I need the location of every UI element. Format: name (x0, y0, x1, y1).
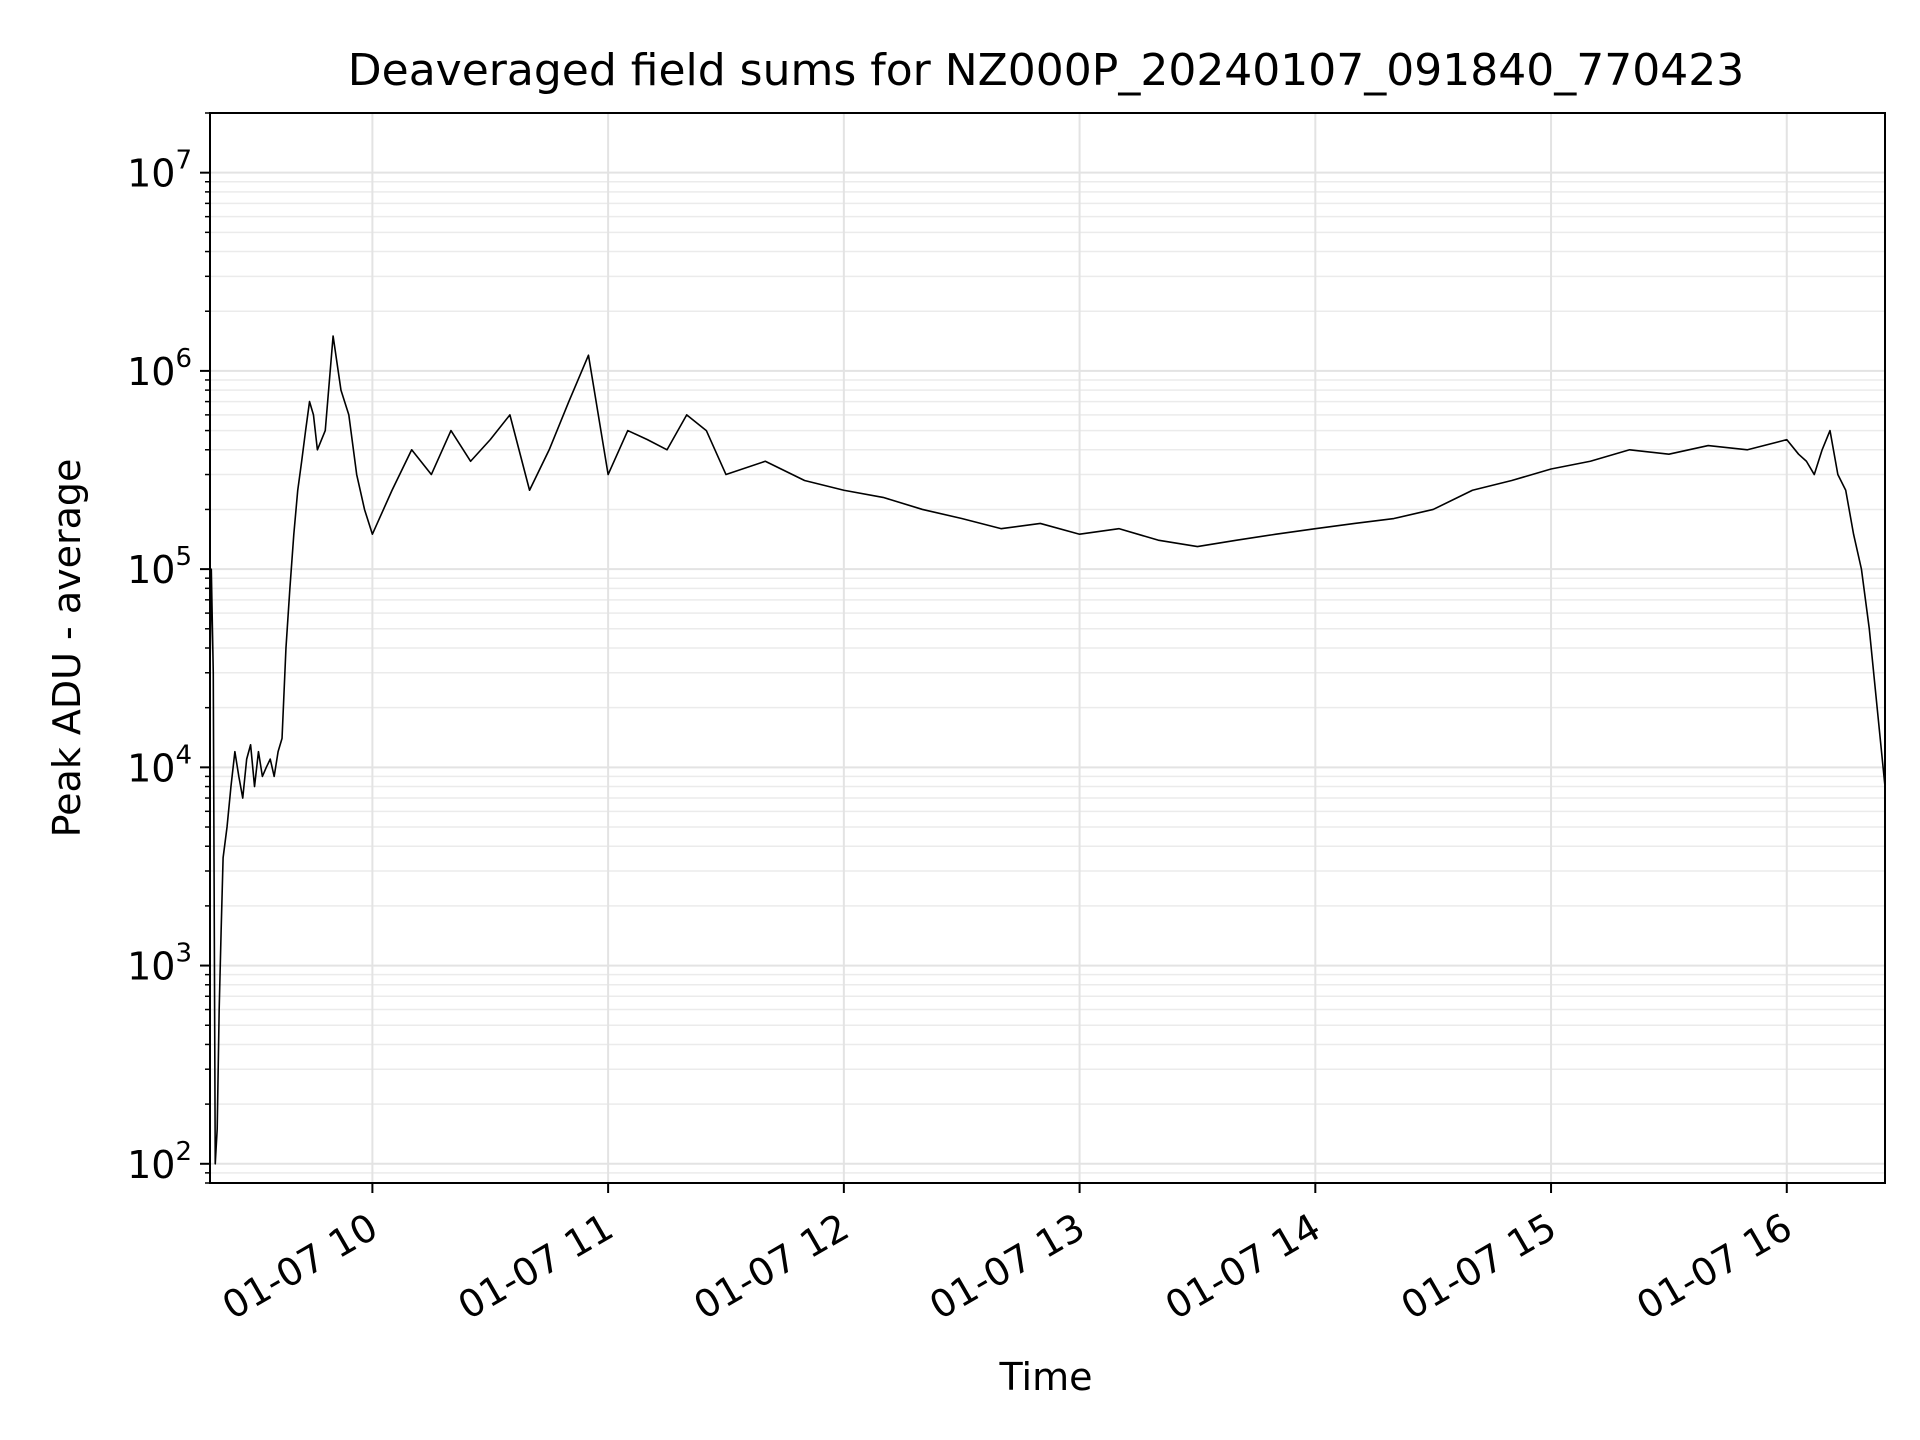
x-tick-label: 01-07 13 (922, 1205, 1092, 1329)
grid (210, 112, 1885, 1184)
x-tick-label: 01-07 10 (215, 1205, 385, 1329)
x-tick-label: 01-07 12 (686, 1205, 856, 1329)
x-tick-label: 01-07 16 (1629, 1205, 1799, 1329)
x-tick-label: 01-07 11 (451, 1205, 621, 1329)
y-tick-label: 102 (127, 1137, 192, 1187)
x-axis: 01-07 10 01-07 11 01-07 12 01-07 13 01-07 14… (215, 1183, 1799, 1328)
x-tick-label: 01-07 15 (1394, 1205, 1564, 1329)
chart-title: Deaveraged field sums for NZ000P_2024010… (348, 45, 1744, 96)
y-tick-label: 107 (127, 146, 192, 196)
y-axis-label: Peak ADU - average (45, 459, 89, 838)
x-axis-label: Time (999, 1355, 1093, 1399)
y-axis: 102 103 104 105 106 107 (127, 112, 210, 1187)
y-tick-label: 105 (127, 542, 192, 592)
series-line (209, 335, 1886, 1165)
y-tick-label: 104 (127, 740, 192, 790)
series-layer (209, 335, 1886, 1165)
y-tick-label: 106 (127, 344, 192, 394)
y-tick-label: 103 (127, 939, 192, 989)
x-tick-label: 01-07 14 (1158, 1205, 1328, 1329)
